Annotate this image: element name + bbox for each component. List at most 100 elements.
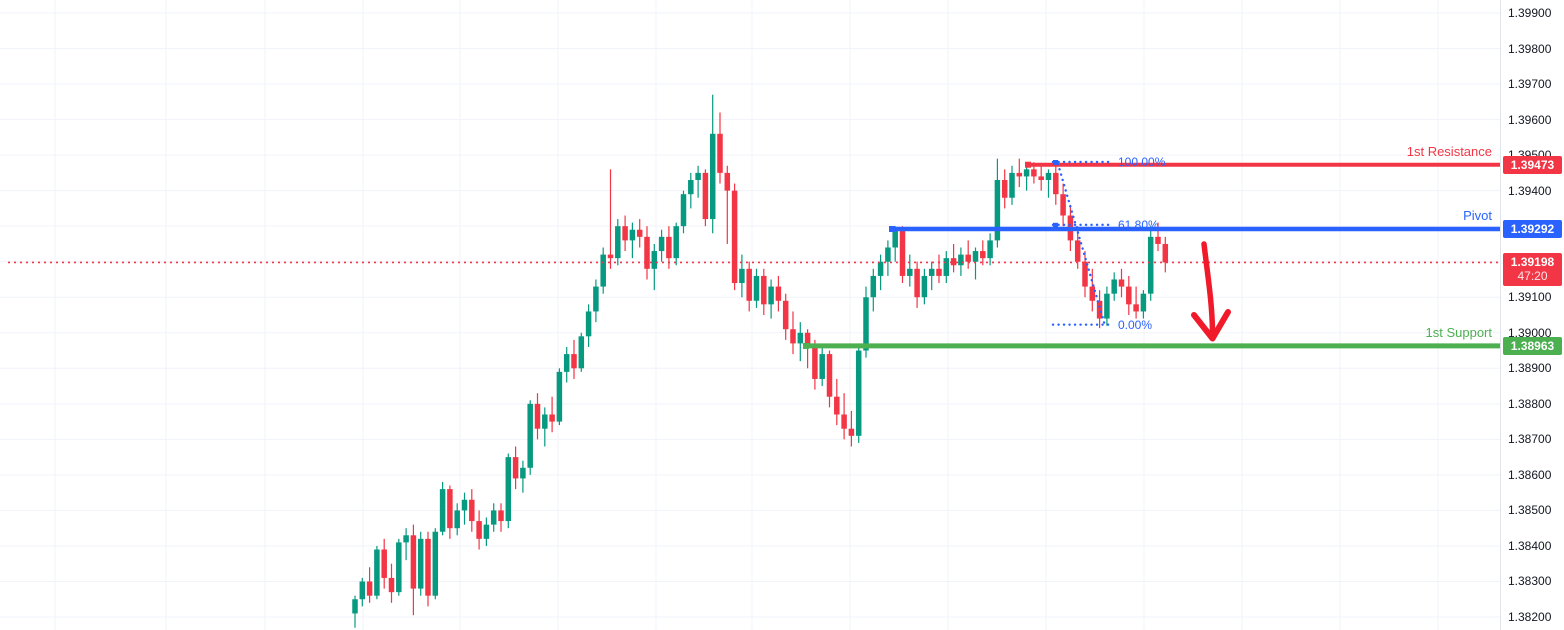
candle-wick bbox=[1157, 222, 1159, 252]
price-tick-label: 1.39800 bbox=[1508, 41, 1552, 56]
price-tick-label: 1.38400 bbox=[1508, 538, 1552, 553]
candle-body bbox=[410, 535, 417, 589]
candle-body bbox=[505, 457, 512, 522]
price-tick-label: 1.38600 bbox=[1508, 467, 1552, 482]
candle-body bbox=[819, 354, 825, 379]
price-tick-label: 1.38800 bbox=[1508, 396, 1552, 411]
candle-body bbox=[731, 190, 738, 284]
candle-body bbox=[629, 229, 636, 241]
candle-body bbox=[578, 336, 585, 369]
candle-body bbox=[804, 332, 811, 347]
candle-body bbox=[899, 229, 906, 276]
resistance-price-tag: 1.39473 bbox=[1503, 155, 1562, 174]
candle-body bbox=[782, 300, 789, 330]
candle-body bbox=[439, 489, 446, 532]
candle-body bbox=[396, 542, 402, 593]
candle-body bbox=[746, 268, 752, 301]
candle-body bbox=[936, 268, 942, 276]
candle-body bbox=[490, 510, 497, 525]
candle-body bbox=[928, 268, 935, 276]
candle-body bbox=[892, 229, 898, 248]
candle-body bbox=[994, 179, 1001, 241]
candle-body bbox=[834, 396, 840, 415]
countdown-timer: 47:20 bbox=[1517, 269, 1548, 284]
price-tick-label: 1.39000 bbox=[1508, 325, 1552, 340]
candle-body bbox=[542, 414, 548, 429]
candle-body bbox=[1001, 179, 1008, 198]
trend-arrow[interactable] bbox=[1191, 241, 1231, 342]
candle-body bbox=[907, 268, 913, 276]
candle-body bbox=[498, 510, 504, 522]
candle-body bbox=[658, 236, 665, 252]
candle-body bbox=[841, 414, 847, 429]
horizontal-level-lines[interactable] bbox=[803, 161, 1500, 349]
candle-body bbox=[826, 354, 833, 397]
candle-body bbox=[571, 354, 577, 369]
candle-body bbox=[359, 581, 366, 600]
support-anchor-handle[interactable] bbox=[803, 342, 809, 349]
candle-body bbox=[1045, 172, 1052, 180]
fib-retracement-tool[interactable] bbox=[1051, 160, 1114, 327]
candle-wick bbox=[697, 165, 699, 198]
fib-level-0-label: 0.00% bbox=[1118, 317, 1153, 332]
candle-body bbox=[980, 251, 986, 259]
candle-body bbox=[417, 538, 424, 589]
price-tick-label: 1.38900 bbox=[1508, 361, 1552, 376]
candle-body bbox=[1133, 304, 1139, 312]
candle-wick bbox=[1135, 286, 1137, 319]
fib-level-100-label: 100.00% bbox=[1118, 155, 1166, 169]
candle-body bbox=[469, 499, 475, 522]
candle-body bbox=[644, 236, 650, 269]
candle-body bbox=[622, 226, 628, 241]
candle-body bbox=[1016, 172, 1023, 177]
candle-body bbox=[366, 581, 373, 596]
grid-lines bbox=[0, 0, 1500, 630]
resistance-label: 1st Resistance bbox=[1406, 143, 1492, 159]
candle-body bbox=[374, 549, 380, 596]
candle-body bbox=[855, 350, 862, 436]
candle-body bbox=[877, 261, 884, 276]
candle-body bbox=[965, 254, 971, 262]
pivot-anchor-handle[interactable] bbox=[889, 226, 895, 233]
candle-body bbox=[520, 467, 526, 479]
candle-body bbox=[739, 268, 745, 284]
pivot-price-tag: 1.39292 bbox=[1503, 220, 1562, 239]
candle-body bbox=[1038, 176, 1044, 180]
candle-wick bbox=[1047, 169, 1050, 198]
price-scale[interactable]: 1.399001.398001.397001.396001.395001.394… bbox=[1500, 0, 1564, 630]
candle-body bbox=[556, 371, 563, 422]
candle-body bbox=[972, 251, 979, 262]
candle-body bbox=[476, 521, 482, 539]
candle-body bbox=[1155, 236, 1161, 244]
candle-body bbox=[1126, 286, 1132, 305]
candle-body bbox=[636, 229, 643, 237]
fib-level-618-label: 61.80% bbox=[1118, 217, 1159, 232]
candle-body bbox=[388, 577, 395, 593]
candle-body bbox=[447, 489, 453, 529]
fib-mid-handle[interactable] bbox=[1053, 222, 1058, 228]
candle-body bbox=[651, 251, 658, 269]
candle-body bbox=[607, 254, 614, 259]
candle-body bbox=[680, 194, 687, 227]
candle-body bbox=[432, 531, 439, 596]
support-price-tag: 1.38963 bbox=[1503, 336, 1562, 355]
candle-body bbox=[688, 179, 694, 195]
candle-body bbox=[585, 311, 592, 337]
candle-body bbox=[761, 275, 767, 305]
pivot-label: Pivot bbox=[1463, 208, 1492, 224]
candle-body bbox=[483, 524, 490, 539]
candle-body bbox=[1031, 169, 1037, 177]
fib-trend-connector bbox=[1056, 162, 1107, 327]
candle-body bbox=[695, 172, 701, 180]
fib-anchor-handle[interactable] bbox=[1053, 160, 1058, 166]
candle-body bbox=[1023, 169, 1030, 177]
candle-body bbox=[454, 510, 460, 529]
candle-body bbox=[563, 354, 570, 372]
candle-body bbox=[848, 428, 855, 436]
resistance-anchor-handle[interactable] bbox=[1025, 161, 1031, 168]
candle-body bbox=[549, 414, 555, 422]
candle-body bbox=[1111, 279, 1117, 294]
candle-wick bbox=[1026, 165, 1028, 191]
price-tick-label: 1.39600 bbox=[1508, 112, 1552, 127]
